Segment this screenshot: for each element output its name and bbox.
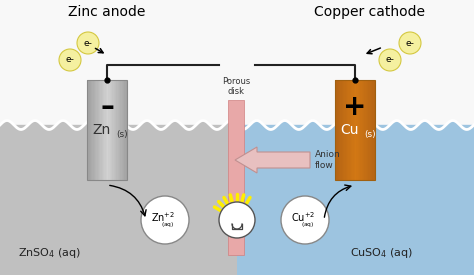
Bar [90,80,91,180]
Bar [335,80,337,180]
Bar [354,80,355,180]
Bar [351,80,352,180]
Bar [363,80,365,180]
Text: Zn: Zn [93,123,111,137]
Bar [96,80,98,180]
Text: e-: e- [406,39,414,48]
Bar [374,80,375,180]
Bar [373,80,374,180]
Circle shape [59,49,81,71]
Bar [340,80,342,180]
Bar [347,80,348,180]
Bar [346,80,347,180]
Text: (s): (s) [116,131,128,139]
Bar [112,80,114,180]
Circle shape [141,196,189,244]
Bar [358,80,359,180]
Bar [348,80,350,180]
Bar [103,80,104,180]
Bar [237,125,474,275]
Bar [95,80,96,180]
Bar [342,80,343,180]
Circle shape [399,32,421,54]
Bar [87,80,127,180]
Bar [0,125,237,275]
Text: e-: e- [65,56,74,65]
Bar [368,80,370,180]
Bar [114,80,115,180]
Bar [106,80,107,180]
Bar [335,80,375,180]
Bar [119,80,120,180]
Text: Porous
disk: Porous disk [222,77,250,96]
Bar [120,80,122,180]
Text: Zinc anode: Zinc anode [68,5,146,19]
Circle shape [379,49,401,71]
Bar [94,80,95,180]
Bar [370,80,371,180]
Bar [228,100,244,255]
Text: $\rm_{(aq)}$: $\rm_{(aq)}$ [161,220,175,230]
Bar [87,80,88,180]
Bar [101,80,103,180]
Bar [88,80,90,180]
Bar [116,80,118,180]
Bar [109,80,111,180]
Text: e-: e- [83,39,92,48]
Bar [359,80,360,180]
Bar [371,80,373,180]
Bar [123,80,124,180]
Bar [111,80,112,180]
Text: +: + [343,93,367,121]
Bar [344,80,346,180]
Bar [92,80,94,180]
Bar [115,80,116,180]
Bar [126,80,127,180]
Bar [107,80,109,180]
Text: $\rm_{(aq)}$: $\rm_{(aq)}$ [301,220,315,230]
Text: –: – [100,93,114,121]
Bar [343,80,344,180]
Bar [339,80,340,180]
Bar [100,80,101,180]
Text: Cu: Cu [341,123,359,137]
Text: Copper cathode: Copper cathode [315,5,426,19]
FancyArrow shape [235,147,310,173]
Bar [122,80,123,180]
Bar [350,80,351,180]
Text: CuSO$_4$ (aq): CuSO$_4$ (aq) [350,246,413,260]
Bar [104,80,106,180]
Bar [91,80,92,180]
Circle shape [219,202,255,238]
Bar [99,80,100,180]
Text: $\rm Cu^{+2}$: $\rm Cu^{+2}$ [291,210,315,224]
Bar [367,80,368,180]
Bar [352,80,354,180]
Text: Anion
flow: Anion flow [315,150,341,170]
Circle shape [281,196,329,244]
Text: e-: e- [385,56,394,65]
Bar [356,80,358,180]
Bar [118,80,119,180]
Bar [337,80,339,180]
Bar [355,80,356,180]
Circle shape [77,32,99,54]
Bar [365,80,367,180]
Bar [360,80,362,180]
Text: ZnSO$_4$ (aq): ZnSO$_4$ (aq) [18,246,81,260]
Text: $\rm Zn^{+2}$: $\rm Zn^{+2}$ [151,210,175,224]
Bar [362,80,363,180]
Text: (s): (s) [364,131,375,139]
Bar [124,80,126,180]
Bar [98,80,99,180]
